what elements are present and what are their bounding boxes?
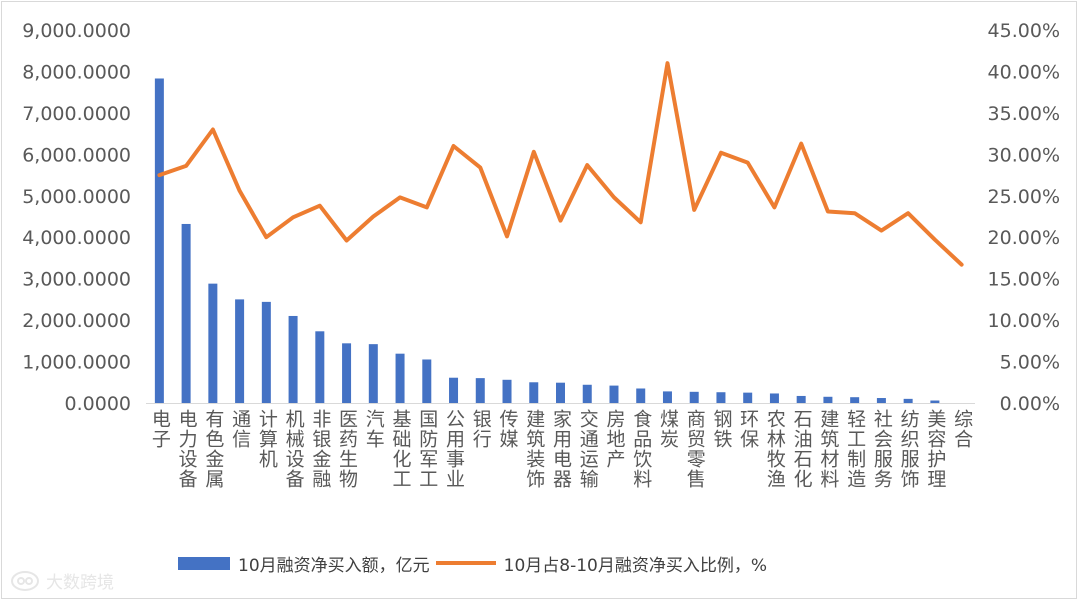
x-tick-label: 家用电器 [553,409,572,491]
bar [288,315,298,403]
line-series [157,61,964,267]
x-tick-label: 房地产 [606,409,625,471]
x-tick-label: 公用事业 [446,409,465,491]
x-tick-label: 社会服务 [874,409,893,491]
x-tick-label: 银行 [473,409,492,451]
bar [315,331,325,403]
bar [395,353,405,403]
legend-item-line: 10月占8-10月融资净买入比例，% [430,551,767,576]
y-left-tick-label: 7,000.0000 [22,103,131,125]
y-right-tick-label: 25.00% [988,186,1060,208]
y-right-tick-label: 15.00% [988,269,1060,291]
x-tick-label: 基础化工 [393,409,412,491]
x-tick-label: 煤炭 [660,409,679,451]
x-tick-label: 石油石化 [794,409,813,491]
y-left-tick-label: 9,000.0000 [22,20,131,42]
x-tick-label: 轻工制造 [847,409,866,491]
y-right-tick-label: 40.00% [988,61,1060,83]
x-tick-label: 计算机 [259,409,278,471]
legend-item-bar: 10月融资净买入额，亿元 [178,551,430,576]
legend-bar-label: 10月融资净买入额，亿元 [238,555,430,576]
x-tick-label: 钢铁 [713,409,732,451]
x-tick-label: 电子 [152,409,171,451]
bar [261,301,271,403]
bar [769,393,779,403]
bar [903,398,913,403]
y-left-tick-label: 5,000.0000 [22,186,131,208]
y-right-tick-label: 30.00% [988,144,1060,166]
x-tick-label: 汽车 [366,409,385,451]
y-left-tick-label: 3,000.0000 [22,269,131,291]
bar [208,283,218,403]
bar [556,382,565,403]
bar [850,397,860,403]
x-tick-label: 有色金属 [205,409,224,491]
x-tick-label: 医药生物 [339,409,358,491]
legend: 10月融资净买入额，亿元 10月占8-10月融资净买入比例，% [178,549,767,577]
x-tick-label: 交通运输 [580,409,599,491]
bar [636,388,646,403]
y-right-tick-label: 45.00% [988,20,1060,42]
y-right-tick-label: 5.00% [1000,352,1060,374]
y-left-tick-label: 6,000.0000 [22,144,131,166]
bar [609,385,619,403]
x-tick-label: 建筑装饰 [526,409,545,491]
bar [582,384,592,403]
y-left-tick-label: 0.0000 [65,393,131,415]
bar [662,391,672,403]
bar [181,223,191,403]
bar [154,78,164,404]
y-right-tick-label: 10.00% [988,310,1060,332]
x-tick-label: 环保 [740,409,759,451]
y-right-tick-label: 20.00% [988,227,1060,249]
bar [368,344,378,403]
x-tick-label: 通信 [232,409,251,451]
legend-bar-swatch [178,556,230,570]
bar [716,392,726,403]
bar [743,392,753,403]
bar [235,299,245,403]
bar [876,398,886,403]
bar [689,391,699,403]
x-tick-label: 综合 [954,409,973,451]
watermark: 大数跨境 [10,568,114,593]
x-tick-label: 电力设备 [179,409,198,491]
bar [823,396,833,403]
x-tick-label: 美容护理 [927,409,946,491]
y-left-tick-label: 8,000.0000 [22,61,131,83]
x-tick-label: 机械设备 [286,409,305,491]
y-left-tick-label: 1,000.0000 [22,352,131,374]
x-tick-label: 食品饮料 [633,409,652,491]
bar [796,395,806,403]
legend-line-label: 10月占8-10月融资净买入比例，% [503,555,768,576]
x-tick-label: 商贸零售 [687,409,706,491]
legend-line-swatch [435,561,496,565]
x-tick-label: 国防军工 [419,409,438,491]
x-tick-label: 传媒 [500,409,519,451]
bar [529,382,539,403]
bar [930,400,940,403]
bar [502,379,512,403]
bar [422,359,432,403]
bar [475,378,485,403]
y-right-tick-label: 35.00% [988,103,1060,125]
watermark-text: 大数跨境 [46,573,114,593]
y-left-tick-label: 2,000.0000 [22,310,131,332]
watermark-logo-icon [11,570,39,591]
y-left-tick-label: 4,000.0000 [22,227,131,249]
bar [449,377,459,403]
x-tick-label: 农林牧渔 [767,409,786,491]
x-tick-label: 建筑材料 [820,409,839,491]
y-right-tick-label: 0.00% [1000,393,1060,415]
bar [342,343,352,403]
x-tick-label: 纺织服饰 [901,409,920,491]
x-tick-label: 非银金融 [312,409,331,491]
